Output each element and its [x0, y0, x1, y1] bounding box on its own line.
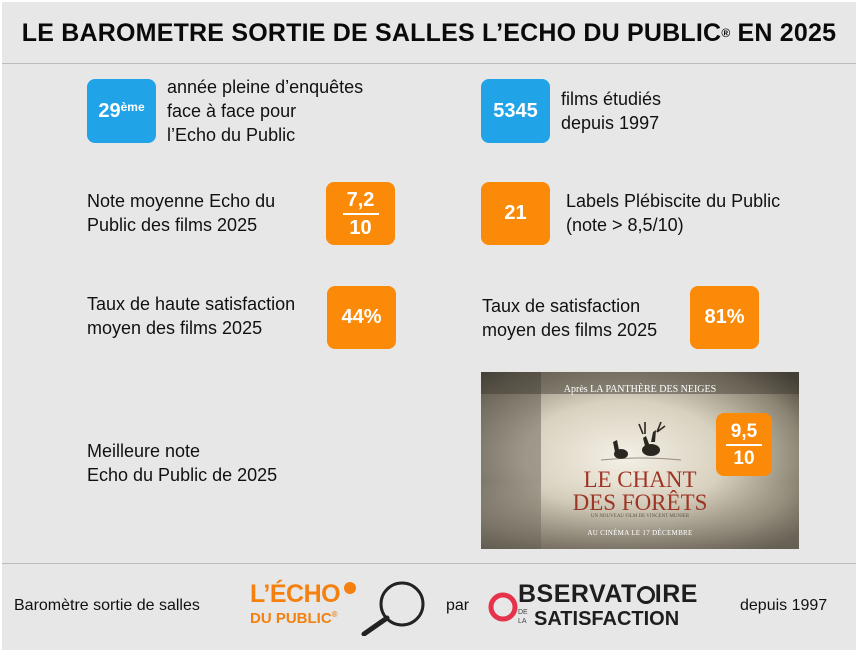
echo-logo-text: DU PUBLIC	[250, 610, 332, 627]
echo-logo-reg: ®	[331, 610, 338, 619]
observatoire-o-icon	[488, 592, 518, 622]
labels-label-line2: (note > 8,5/10)	[566, 215, 684, 235]
years-label-line1: année pleine d’enquêtes	[167, 77, 364, 97]
observatoire-logo: BSERVAT IRE DE LA SATISFACTION	[488, 578, 723, 636]
observatoire-la: LA	[518, 618, 527, 625]
satisfaction-line2: moyen des films 2025	[482, 320, 658, 340]
observatoire-word: BSERVAT IRE	[518, 580, 698, 609]
labels-value: 21	[504, 202, 527, 224]
years-badge: 29 ème	[87, 79, 156, 143]
observatoire-de: DE	[518, 609, 528, 616]
magnifier-icon	[344, 581, 425, 636]
labels-label-line1: Labels Plébiscite du Public	[566, 191, 781, 211]
satisfaction-value: 81%	[704, 306, 745, 328]
high-satisfaction-line1: Taux de haute satisfaction	[87, 294, 296, 314]
best-note-label: Meilleure note Echo du Public de 2025	[87, 439, 277, 487]
poster-title: LE CHANT DES FORÊTS	[481, 468, 799, 514]
avg-note-badge: 7,2 10	[326, 182, 395, 245]
poster-release: AU CINÉMA LE 17 DÉCEMBRE	[587, 529, 693, 537]
high-satisfaction-label: Taux de haute satisfaction moyen des fil…	[87, 292, 295, 340]
films-label-line1: films étudiés	[561, 89, 662, 109]
best-note-badge: 9,5 10	[716, 413, 772, 476]
poster-title-line2: DES FORÊTS	[572, 490, 708, 515]
avg-note-denominator: 10	[349, 216, 372, 239]
best-note-line1: Meilleure note	[87, 441, 201, 461]
labels-label: Labels Plébiscite du Public (note > 8,5/…	[566, 189, 780, 237]
films-badge: 5345	[481, 79, 550, 143]
title-text: LE BAROMETRE SORTIE DE SALLES L’ECHO DU …	[21, 18, 722, 47]
page-title: LE BAROMETRE SORTIE DE SALLES L’ECHO DU …	[0, 6, 858, 60]
avg-note-numerator: 7,2	[342, 190, 379, 215]
echo-du-public-logo: L’ÉCHO DU PUBLIC®	[250, 580, 440, 636]
films-label: films étudiés depuis 1997	[561, 87, 661, 135]
years-label-line2: face à face pour	[167, 101, 297, 121]
avg-note-label: Note moyenne Echo du Public des films 20…	[87, 189, 275, 237]
footer-divider	[2, 563, 856, 564]
poster-title-line1: LE CHANT	[583, 467, 697, 492]
satisfaction-line1: Taux de satisfaction	[482, 296, 641, 316]
satisfaction-badge: 81%	[690, 286, 759, 349]
labels-badge: 21	[481, 182, 550, 245]
observatoire-word-end: IRE	[654, 580, 698, 608]
observatoire-de-la: DE LA	[518, 608, 528, 626]
echo-logo-line1: L’ÉCHO	[250, 580, 341, 608]
avg-note-line1: Note moyenne Echo du	[87, 191, 276, 211]
header-divider	[2, 63, 856, 64]
footer-left-text: Baromètre sortie de salles	[14, 597, 200, 614]
high-satisfaction-value: 44%	[341, 306, 382, 328]
echo-logo-line2: DU PUBLIC®	[250, 610, 338, 627]
high-satisfaction-line2: moyen des films 2025	[87, 318, 263, 338]
poster-top-text: Après LA PANTHÈRE DES NEIGES	[563, 384, 717, 395]
title-trademark: ®	[721, 26, 731, 40]
observatoire-satisfaction: SATISFACTION	[534, 608, 680, 630]
title-year: EN 2025	[737, 18, 837, 47]
high-satisfaction-badge: 44%	[327, 286, 396, 349]
satisfaction-label: Taux de satisfaction moyen des films 202…	[482, 294, 657, 342]
footer-by-text: par	[446, 597, 470, 614]
observatoire-word-start: BSERVAT	[518, 580, 637, 608]
observatoire-o-letter-icon	[636, 586, 655, 604]
best-note-numerator: 9,5	[726, 422, 762, 446]
best-note-line2: Echo du Public de 2025	[87, 465, 278, 485]
films-value: 5345	[493, 99, 538, 122]
avg-note-line2: Public des films 2025	[87, 215, 258, 235]
films-label-line2: depuis 1997	[561, 113, 660, 133]
best-note-fraction: 9,5 10	[726, 422, 762, 468]
years-suffix: ème	[120, 100, 145, 114]
avg-note-fraction: 7,2 10	[342, 190, 379, 239]
poster-credit: UN NOUVEAU FILM DE VINCENT MUNIER	[590, 514, 690, 519]
years-value: 29	[98, 99, 121, 122]
years-label-line3: l’Echo du Public	[167, 125, 296, 145]
best-note-denominator: 10	[733, 447, 755, 469]
years-label: année pleine d’enquêtes face à face pour…	[167, 75, 363, 147]
footer-right-text: depuis 1997	[740, 597, 828, 614]
